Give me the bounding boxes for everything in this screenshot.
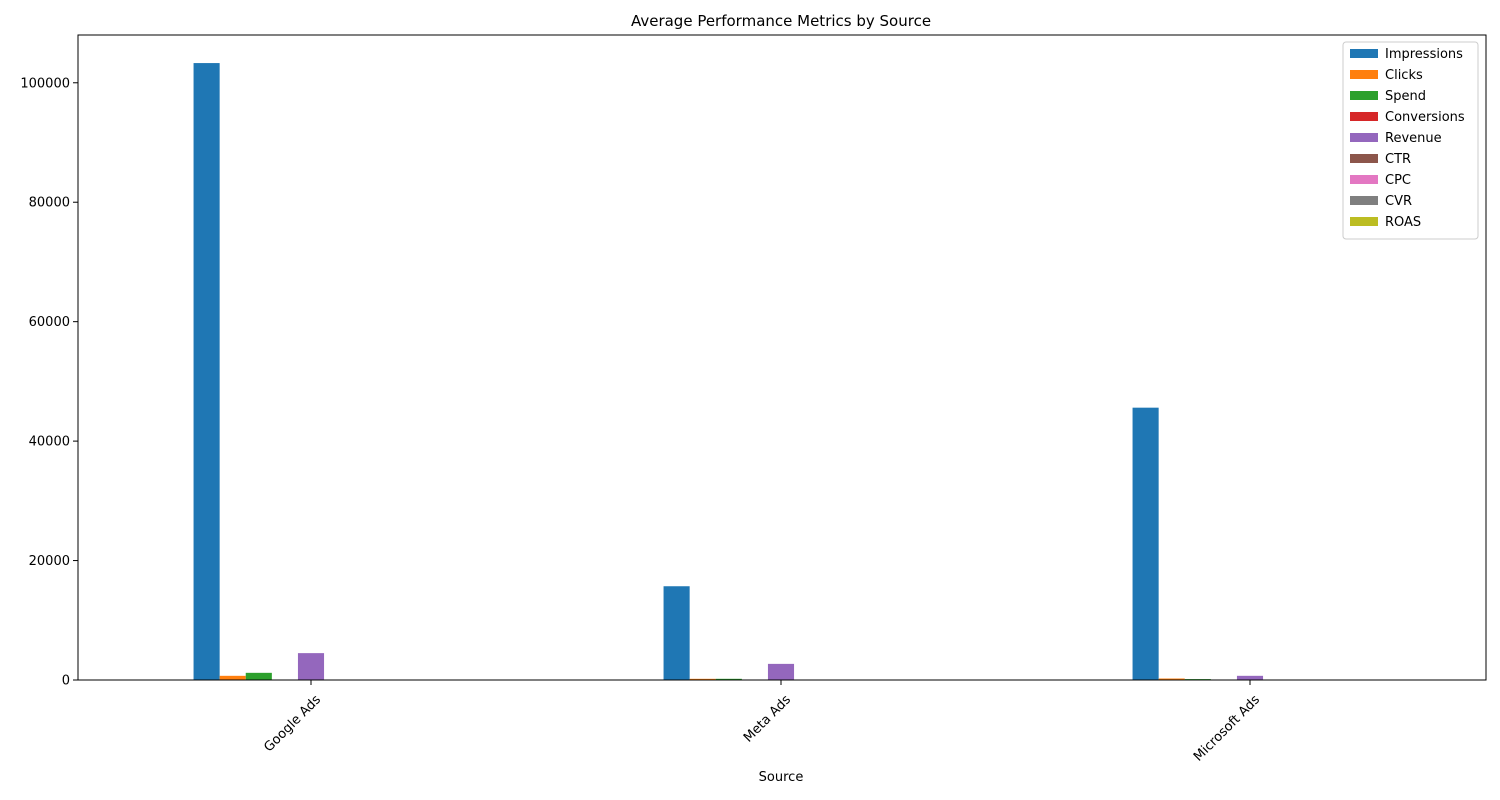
y-axis: 0 20000 40000 60000 80000 100000	[20, 76, 78, 689]
bar-impressions-meta-ads	[663, 586, 690, 680]
legend-swatch-spend	[1350, 91, 1378, 100]
x-tick-label: Microsoft Ads	[1191, 692, 1263, 764]
legend-label-conversions: Conversions	[1385, 110, 1465, 125]
legend-label-revenue: Revenue	[1385, 131, 1442, 146]
y-tick-label: 80000	[29, 196, 70, 211]
legend-label-impressions: Impressions	[1385, 47, 1463, 62]
legend: Impressions Clicks Spend Conversions Revenue…	[1342, 41, 1479, 240]
y-tick-label: 60000	[29, 315, 70, 330]
bars-group	[193, 63, 1368, 681]
bar-clicks-meta-ads	[689, 678, 716, 680]
y-tick-label: 100000	[20, 76, 70, 91]
legend-swatch-roas	[1350, 217, 1378, 226]
bar-impressions-google-ads	[193, 63, 220, 680]
legend-swatch-conversions	[1350, 112, 1378, 121]
x-tick-label: Google Ads	[261, 692, 324, 755]
bar-spend-meta-ads	[715, 678, 742, 680]
x-axis: Google Ads Meta Ads Microsoft Ads	[261, 680, 1263, 765]
x-axis-label: Source	[759, 770, 804, 785]
bar-revenue-meta-ads	[767, 663, 795, 681]
legend-label-clicks: Clicks	[1385, 68, 1423, 83]
legend-swatch-impressions	[1350, 49, 1378, 58]
bar-revenue-microsoft-ads	[1236, 675, 1264, 680]
y-tick-label: 20000	[29, 554, 70, 569]
plot-frame	[77, 34, 1487, 681]
legend-label-roas: ROAS	[1385, 215, 1421, 230]
bar-clicks-google-ads	[219, 675, 246, 680]
legend-swatch-clicks	[1350, 70, 1378, 79]
bar-clicks-microsoft-ads	[1158, 678, 1185, 680]
legend-label-cpc: CPC	[1385, 173, 1411, 188]
legend-label-spend: Spend	[1385, 89, 1426, 104]
bar-spend-google-ads	[245, 672, 272, 680]
bar-revenue-google-ads	[297, 653, 325, 681]
legend-swatch-revenue	[1350, 133, 1378, 142]
legend-label-cvr: CVR	[1385, 194, 1412, 209]
x-tick-label: Meta Ads	[741, 692, 794, 745]
legend-swatch-cvr	[1350, 196, 1378, 205]
legend-swatch-cpc	[1350, 175, 1378, 184]
y-tick-label: 0	[62, 674, 70, 689]
legend-label-ctr: CTR	[1385, 152, 1411, 167]
bar-impressions-microsoft-ads	[1132, 407, 1159, 680]
chart-title: Average Performance Metrics by Source	[631, 12, 931, 30]
legend-swatch-ctr	[1350, 154, 1378, 163]
y-tick-label: 40000	[29, 435, 70, 450]
